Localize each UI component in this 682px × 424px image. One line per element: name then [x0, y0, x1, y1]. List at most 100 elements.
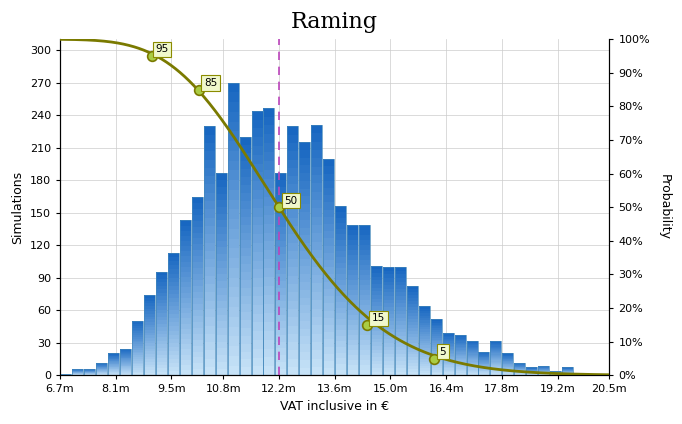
Bar: [359, 350, 370, 355]
Bar: [311, 300, 323, 309]
Bar: [490, 360, 501, 362]
Bar: [395, 321, 406, 325]
Bar: [144, 306, 155, 309]
Bar: [371, 302, 382, 306]
Bar: [287, 326, 298, 334]
Bar: [156, 324, 167, 327]
Bar: [466, 352, 477, 354]
Bar: [168, 355, 179, 359]
Bar: [252, 111, 263, 120]
Bar: [395, 296, 406, 300]
Bar: [419, 362, 430, 364]
Bar: [311, 242, 323, 250]
Bar: [299, 165, 310, 173]
Bar: [383, 278, 394, 282]
Bar: [156, 348, 167, 351]
Bar: [287, 350, 298, 359]
Bar: [192, 226, 203, 232]
Bar: [311, 284, 323, 292]
Bar: [263, 304, 274, 313]
Bar: [383, 271, 394, 274]
Bar: [252, 358, 263, 366]
Bar: [263, 366, 274, 375]
Bar: [347, 255, 358, 260]
Bar: [144, 296, 155, 375]
Bar: [144, 373, 155, 375]
Bar: [407, 292, 418, 295]
Bar: [216, 268, 226, 274]
Bar: [479, 353, 490, 354]
Bar: [168, 318, 179, 322]
Bar: [407, 289, 418, 292]
Bar: [443, 358, 454, 360]
Bar: [371, 295, 382, 298]
Bar: [263, 206, 274, 215]
Bar: [132, 355, 143, 357]
Bar: [383, 339, 394, 343]
Bar: [359, 330, 370, 335]
Bar: [431, 332, 442, 334]
Bar: [455, 366, 466, 367]
Bar: [311, 200, 323, 208]
Bar: [287, 367, 298, 375]
Bar: [192, 245, 203, 251]
Bar: [216, 227, 226, 234]
Bar: [156, 334, 167, 338]
Y-axis label: Simulations: Simulations: [11, 171, 24, 244]
Bar: [168, 261, 179, 265]
Bar: [180, 262, 191, 267]
Bar: [490, 344, 501, 346]
Bar: [490, 358, 501, 359]
Bar: [144, 330, 155, 333]
Bar: [395, 293, 406, 296]
Bar: [443, 354, 454, 356]
Bar: [216, 254, 226, 261]
Bar: [347, 225, 358, 375]
Bar: [239, 264, 250, 272]
Bar: [120, 367, 131, 368]
Bar: [383, 274, 394, 278]
Bar: [383, 346, 394, 350]
Bar: [144, 338, 155, 341]
Bar: [455, 367, 466, 368]
Bar: [359, 325, 370, 330]
Bar: [216, 241, 226, 248]
Bar: [323, 159, 334, 167]
Bar: [252, 322, 263, 331]
Bar: [287, 151, 298, 159]
Bar: [228, 180, 239, 190]
Bar: [419, 329, 430, 332]
Bar: [419, 364, 430, 366]
Bar: [443, 347, 454, 349]
Bar: [466, 367, 477, 368]
Bar: [395, 332, 406, 336]
Bar: [419, 368, 430, 371]
Bar: [455, 343, 466, 344]
Bar: [144, 319, 155, 322]
Bar: [323, 210, 334, 217]
Bar: [490, 370, 501, 371]
Bar: [407, 369, 418, 372]
Bar: [239, 351, 250, 360]
Bar: [419, 336, 430, 339]
Bar: [180, 349, 191, 354]
Bar: [204, 184, 215, 193]
Bar: [419, 323, 430, 325]
Bar: [180, 287, 191, 293]
Bar: [108, 358, 119, 359]
Bar: [371, 339, 382, 343]
Bar: [371, 361, 382, 364]
Bar: [455, 341, 466, 343]
Bar: [311, 309, 323, 317]
Bar: [132, 322, 143, 324]
Bar: [144, 304, 155, 306]
Bar: [168, 273, 179, 278]
Bar: [383, 289, 394, 293]
Bar: [419, 359, 430, 362]
Bar: [299, 204, 310, 212]
Bar: [180, 226, 191, 231]
Bar: [204, 367, 215, 375]
Bar: [371, 266, 382, 269]
Bar: [180, 293, 191, 298]
Bar: [490, 366, 501, 367]
